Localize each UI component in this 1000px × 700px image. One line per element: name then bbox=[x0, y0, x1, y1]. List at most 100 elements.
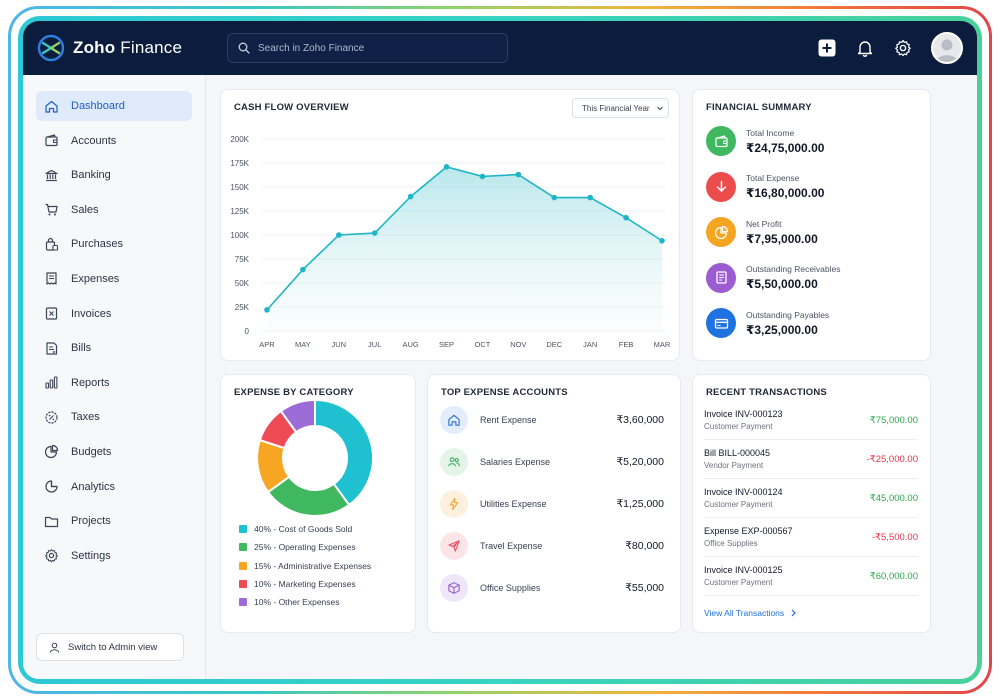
sidebar-item-analytics[interactable]: Analytics bbox=[36, 472, 192, 502]
switch-admin-label: Switch to Admin view bbox=[68, 641, 158, 653]
donut-slice[interactable] bbox=[314, 399, 374, 507]
summary-icon-circle bbox=[706, 171, 736, 202]
summary-text: Outstanding Payables ₹3,25,000.00 bbox=[746, 310, 829, 337]
account-name: Rent Expense bbox=[480, 415, 537, 425]
sidebar-item-taxes[interactable]: Taxes bbox=[36, 402, 192, 432]
account-amount: ₹80,000 bbox=[625, 540, 664, 552]
account-icon-circle bbox=[440, 406, 468, 434]
decorative-frame: Zoho Finance bbox=[8, 6, 992, 694]
legend-label: 10% - Marketing Expenses bbox=[254, 578, 356, 589]
legend-swatch bbox=[239, 543, 247, 552]
legend-entry: 10% - Other Expenses bbox=[239, 597, 340, 607]
legend-swatch bbox=[239, 525, 247, 533]
y-tick-label: 75K bbox=[235, 255, 250, 264]
add-button[interactable] bbox=[817, 38, 837, 58]
sidebar-item-reports[interactable]: Reports bbox=[36, 368, 192, 398]
data-point bbox=[587, 194, 593, 201]
cash-flow-title: CASH FLOW OVERVIEW bbox=[234, 102, 349, 113]
transaction-row[interactable]: Expense EXP-000567 Office Supplies -₹5,5… bbox=[704, 518, 918, 557]
transaction-row[interactable]: Invoice INV-000125 Customer Payment ₹60,… bbox=[704, 557, 918, 596]
sidebar-item-accounts[interactable]: Accounts bbox=[36, 126, 192, 156]
sidebar-item-label: Budgets bbox=[71, 445, 112, 458]
x-tick-label: APR bbox=[259, 340, 275, 349]
summary-row: Outstanding Receivables ₹5,50,000.00 bbox=[706, 262, 841, 293]
search-bar[interactable] bbox=[227, 33, 508, 63]
y-tick-label: 150K bbox=[230, 183, 249, 192]
expense-account-row[interactable]: Rent Expense ₹3,60,000 bbox=[440, 406, 664, 434]
x-tick-label: NOV bbox=[510, 340, 526, 349]
x-tick-label: SEP bbox=[439, 340, 454, 349]
expense-donut-chart bbox=[256, 399, 374, 517]
view-all-transactions-link[interactable]: View All Transactions bbox=[704, 608, 797, 618]
transaction-subtitle: Customer Payment bbox=[704, 578, 773, 587]
sidebar-item-label: Sales bbox=[71, 203, 99, 216]
sidebar-item-purchases[interactable]: Purchases bbox=[36, 229, 192, 259]
sidebar-item-budgets[interactable]: Budgets bbox=[36, 437, 192, 467]
sidebar-item-invoices[interactable]: Invoices bbox=[36, 299, 192, 329]
receipt-icon-wrap bbox=[44, 271, 59, 286]
sidebar-item-label: Projects bbox=[71, 515, 111, 528]
settings-button[interactable] bbox=[893, 38, 913, 58]
data-point bbox=[479, 173, 486, 180]
transaction-text: Invoice INV-000125 Customer Payment bbox=[704, 565, 783, 587]
period-dropdown[interactable]: This Financial Year bbox=[572, 98, 669, 118]
transaction-subtitle: Vendor Payment bbox=[704, 461, 764, 470]
sidebar-item-label: Settings bbox=[71, 549, 111, 562]
transaction-subtitle: Customer Payment bbox=[704, 500, 773, 509]
transaction-text: Bill BILL-000045 Vendor Payment bbox=[704, 448, 770, 470]
cash-flow-chart: 0 25K 50K 75K 100K 125K 150K 175K 200K APR MAY JUN J… bbox=[230, 135, 671, 349]
transaction-row[interactable]: Invoice INV-000124 Customer Payment ₹45,… bbox=[704, 479, 918, 518]
user-icon bbox=[49, 642, 60, 653]
legend-label: 10% - Other Expenses bbox=[254, 597, 340, 608]
expense-account-row[interactable]: Travel Expense ₹80,000 bbox=[440, 532, 664, 560]
transaction-row[interactable]: Bill BILL-000045 Vendor Payment -₹25,000… bbox=[704, 440, 918, 479]
x-tick-label: JAN bbox=[583, 340, 597, 349]
app-window: Zoho Finance bbox=[23, 21, 977, 679]
sidebar-item-expenses[interactable]: Expenses bbox=[36, 264, 192, 294]
transaction-row[interactable]: Invoice INV-000123 Customer Payment ₹75,… bbox=[704, 401, 918, 440]
sidebar-item-label: Invoices bbox=[71, 307, 112, 320]
sidebar-nav: Dashboard Accounts Banking Sales Purchas… bbox=[23, 91, 205, 571]
sidebar-item-settings[interactable]: Settings bbox=[36, 541, 192, 571]
sidebar-item-sales[interactable]: Sales bbox=[36, 195, 192, 225]
donut-slice[interactable] bbox=[279, 399, 316, 434]
summary-label: Total Expense bbox=[746, 173, 800, 183]
bag-icon-wrap bbox=[44, 237, 59, 252]
box-icon bbox=[448, 582, 460, 594]
bolt-icon bbox=[449, 497, 459, 511]
data-point bbox=[407, 193, 414, 200]
account-name: Office Supplies bbox=[480, 583, 541, 593]
summary-icon-circle bbox=[706, 217, 736, 247]
pie-icon-wrap bbox=[44, 444, 59, 459]
expense-category-title: EXPENSE BY CATEGORY bbox=[234, 387, 354, 398]
logo[interactable]: Zoho Finance bbox=[37, 34, 215, 62]
sidebar-item-bills[interactable]: Bills bbox=[36, 333, 192, 363]
expense-category-card: EXPENSE BY CATEGORY 40% - Cost of Goods … bbox=[220, 374, 416, 633]
summary-label: Net Profit bbox=[746, 218, 782, 229]
notifications-button[interactable] bbox=[855, 38, 875, 58]
expense-account-row[interactable]: Salaries Expense ₹5,20,000 bbox=[440, 448, 664, 476]
expense-account-row[interactable]: Office Supplies ₹55,000 bbox=[440, 574, 664, 602]
sidebar: Dashboard Accounts Banking Sales Purchas… bbox=[23, 75, 206, 679]
summary-icon-circle bbox=[706, 126, 736, 156]
account-amount: ₹5,20,000 bbox=[616, 456, 664, 468]
summary-label: Outstanding Receivables bbox=[746, 264, 841, 274]
search-icon bbox=[238, 42, 250, 54]
sidebar-item-banking[interactable]: Banking bbox=[36, 160, 192, 190]
avatar[interactable] bbox=[931, 32, 963, 64]
data-point bbox=[443, 164, 450, 170]
summary-value: ₹7,95,000.00 bbox=[746, 231, 818, 246]
transaction-title: Invoice INV-000124 bbox=[704, 487, 783, 497]
account-icon-circle bbox=[440, 448, 468, 476]
pie-icon bbox=[714, 225, 728, 239]
transaction-title: Expense EXP-000567 bbox=[704, 526, 793, 536]
frame-border: Zoho Finance bbox=[18, 16, 982, 684]
data-point bbox=[659, 237, 665, 244]
switch-admin-view-button[interactable]: Switch to Admin view bbox=[36, 633, 184, 661]
search-input[interactable] bbox=[258, 42, 488, 54]
expense-account-row[interactable]: Utilities Expense ₹1,25,000 bbox=[440, 490, 664, 518]
sidebar-item-label: Taxes bbox=[71, 411, 100, 424]
summary-text: Outstanding Receivables ₹5,50,000.00 bbox=[746, 264, 841, 291]
sidebar-item-projects[interactable]: Projects bbox=[36, 506, 192, 536]
sidebar-item-dashboard[interactable]: Dashboard bbox=[36, 91, 192, 121]
